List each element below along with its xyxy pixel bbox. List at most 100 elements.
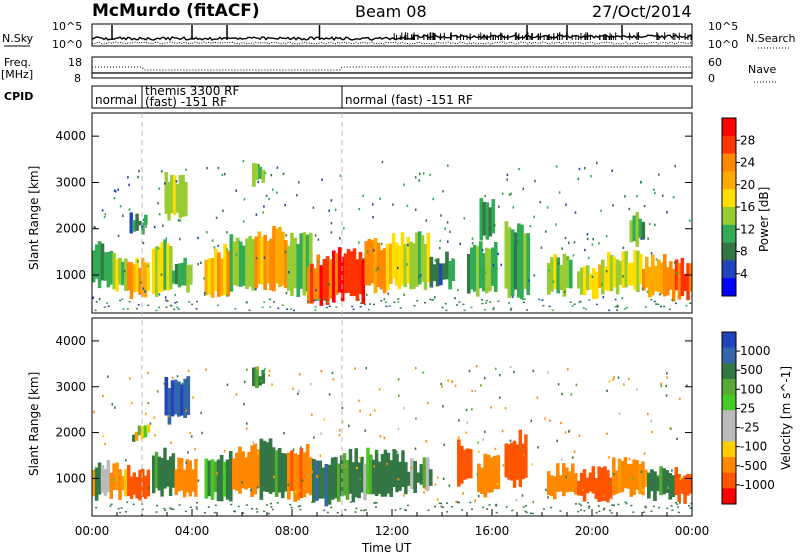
heatmap-speckle <box>175 180 178 183</box>
heatmap-speckle <box>526 309 528 311</box>
heatmap-speckle <box>576 484 578 487</box>
heatmap-speckle <box>481 299 483 301</box>
heatmap-speckle <box>659 293 661 296</box>
heatmap-cell <box>624 251 628 288</box>
heatmap-speckle <box>510 307 513 310</box>
heatmap-speckle <box>125 459 127 462</box>
heatmap-cell <box>603 466 607 501</box>
heatmap-cell <box>392 233 396 279</box>
heatmap-speckle <box>263 205 265 208</box>
heatmap-speckle <box>531 512 534 515</box>
heatmap-speckle <box>465 408 468 412</box>
time-axis-label: Time UT <box>361 541 412 554</box>
colorbar-swatch <box>722 207 736 226</box>
heatmap-speckle <box>248 309 251 312</box>
heatmap-speckle <box>217 166 220 170</box>
heatmap-speckle <box>565 203 567 206</box>
heatmap-speckle <box>359 306 362 308</box>
heatmap-cell <box>171 453 176 488</box>
heatmap-speckle <box>365 366 368 370</box>
heatmap-cell <box>482 253 486 292</box>
heatmap-speckle <box>338 433 341 437</box>
heatmap-speckle <box>640 180 642 184</box>
heatmap-speckle <box>145 412 147 416</box>
heatmap-speckle <box>584 248 586 252</box>
colorbar-swatch <box>722 242 736 261</box>
heatmap-speckle <box>458 419 460 422</box>
heatmap-speckle <box>442 405 444 408</box>
heatmap-cell <box>415 232 419 287</box>
heatmap-cell <box>127 464 131 497</box>
heatmap-cell <box>121 261 125 286</box>
heatmap-speckle <box>165 237 168 240</box>
heatmap-speckle <box>665 394 668 397</box>
heatmap-cell <box>275 228 279 284</box>
heatmap-cell <box>141 222 145 235</box>
heatmap-speckle <box>666 507 669 510</box>
heatmap-cell <box>470 247 474 290</box>
heatmap-speckle <box>256 486 259 489</box>
heatmap-cell <box>480 467 484 494</box>
heatmap-speckle <box>522 187 525 191</box>
heatmap-cell <box>141 257 145 297</box>
heatmap-speckle <box>547 496 549 499</box>
heatmap-cell <box>183 257 187 286</box>
colorbar-swatch <box>722 224 736 244</box>
heatmap-speckle <box>532 369 535 373</box>
heatmap-speckle <box>121 298 124 300</box>
heatmap-cell <box>351 462 356 503</box>
heatmap-cell <box>186 264 190 293</box>
colorbar-swatch <box>722 425 736 442</box>
heatmap-speckle <box>458 436 460 439</box>
heatmap-cell <box>172 270 176 284</box>
heatmap-cell <box>194 459 198 497</box>
heatmap-cell <box>349 251 354 296</box>
heatmap-speckle <box>657 303 660 306</box>
heatmap-cell <box>629 463 633 497</box>
heatmap-speckle <box>627 377 630 380</box>
heatmap-speckle <box>459 242 461 246</box>
heatmap-cell <box>132 264 136 293</box>
heatmap-speckle <box>440 502 443 505</box>
heatmap-speckle <box>427 509 430 512</box>
heatmap-cell <box>272 226 276 292</box>
y-tick-label: 4000 <box>55 129 86 143</box>
heatmap-cell <box>263 235 267 290</box>
heatmap-speckle <box>392 203 394 206</box>
heatmap-cell <box>547 471 551 495</box>
heatmap-speckle <box>523 298 526 300</box>
heatmap-speckle <box>270 506 273 508</box>
heatmap-speckle <box>299 373 301 376</box>
heatmap-speckle <box>484 430 486 433</box>
heatmap-cell <box>330 457 335 500</box>
heatmap-speckle <box>214 504 217 507</box>
heatmap-speckle <box>501 192 504 195</box>
heatmap-speckle <box>462 303 465 306</box>
heatmap-speckle <box>478 266 481 269</box>
heatmap-speckle <box>613 473 615 476</box>
heatmap-speckle <box>414 447 417 450</box>
heatmap-speckle <box>317 260 319 263</box>
heatmap-speckle <box>259 379 261 383</box>
heatmap-speckle <box>141 225 143 228</box>
heatmap-speckle <box>407 243 409 247</box>
heatmap-speckle <box>402 494 405 497</box>
x-tick-label: 16:00 <box>475 524 510 538</box>
heatmap-cell <box>257 231 262 284</box>
heatmap-speckle <box>688 219 691 222</box>
noise-search-trace <box>91 41 693 45</box>
heatmap-speckle <box>141 508 144 511</box>
heatmap-speckle <box>268 374 270 377</box>
heatmap-cell <box>589 273 593 290</box>
heatmap-cell <box>485 247 489 294</box>
heatmap-cell <box>367 239 372 286</box>
heatmap-speckle <box>534 179 536 183</box>
heatmap-speckle <box>407 504 409 507</box>
heatmap-cell <box>647 472 651 499</box>
heatmap-speckle <box>612 204 614 207</box>
heatmap-speckle <box>480 384 482 387</box>
heatmap-speckle <box>484 194 486 198</box>
heatmap-cell <box>445 251 449 280</box>
heatmap-speckle <box>196 502 198 504</box>
heatmap-speckle <box>348 424 350 428</box>
